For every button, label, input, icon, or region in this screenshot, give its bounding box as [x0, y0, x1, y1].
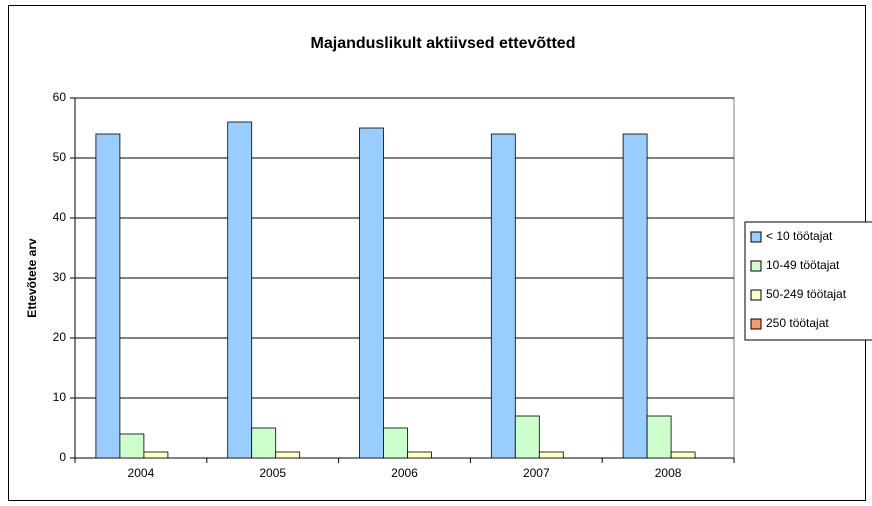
x-tick-label: 2006: [391, 466, 418, 480]
legend-label: 50-249 töötajat: [766, 287, 847, 301]
bar: [275, 451, 301, 459]
y-tick-label: 10: [53, 390, 67, 404]
x-tick-label: 2004: [128, 466, 155, 480]
y-tick-label: 0: [59, 450, 66, 464]
legend-swatch: [750, 289, 762, 301]
y-tick-label: 60: [53, 90, 67, 104]
bar: [359, 127, 384, 459]
bar: [251, 427, 277, 459]
bar: [383, 427, 408, 459]
y-tick-label: 50: [53, 150, 67, 164]
bar: [646, 415, 672, 459]
bar: [227, 121, 253, 459]
bar: [490, 133, 516, 459]
x-tick-label: 2008: [655, 466, 682, 480]
y-tick-label: 40: [53, 210, 67, 224]
bar: [119, 433, 145, 459]
y-axis-title: Ettevõtete arv: [25, 238, 39, 318]
bar: [143, 451, 169, 459]
x-tick-label: 2005: [259, 466, 286, 480]
chart-title: Majanduslikult aktiivsed ettevõtted: [311, 35, 576, 52]
bar: [407, 451, 432, 459]
bar: [95, 133, 121, 459]
bar: [538, 451, 564, 459]
bar: [622, 133, 648, 459]
legend-swatch: [750, 231, 762, 243]
y-tick-label: 20: [53, 330, 67, 344]
bar: [514, 415, 540, 459]
legend-swatch: [750, 318, 762, 330]
legend-label: 250 töötajat: [766, 316, 829, 330]
legend-label: < 10 töötajat: [766, 229, 833, 243]
x-tick-label: 2007: [523, 466, 550, 480]
legend-label: 10-49 töötajat: [766, 258, 840, 272]
legend-swatch: [750, 260, 762, 272]
y-tick-label: 30: [53, 270, 67, 284]
legend-box: [744, 221, 872, 341]
bar: [670, 451, 696, 459]
